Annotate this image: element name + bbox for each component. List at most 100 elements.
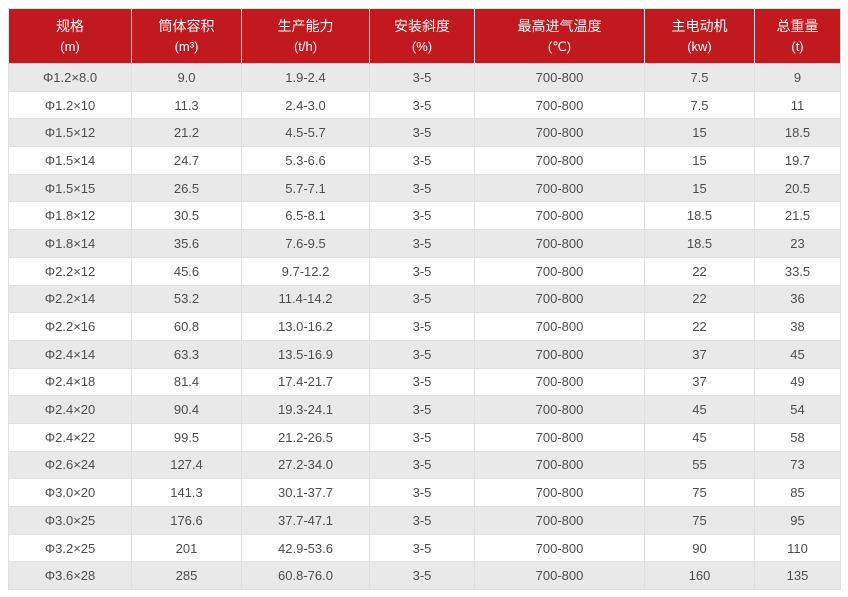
table-cell: Φ3.2×25 bbox=[8, 533, 132, 563]
column-unit: (m³) bbox=[174, 39, 199, 54]
table-cell: Φ2.4×22 bbox=[8, 422, 132, 452]
table-cell: 15 bbox=[644, 118, 755, 148]
table-cell: 54 bbox=[754, 395, 841, 424]
table-cell: 19.7 bbox=[754, 146, 841, 175]
table-cell: 95 bbox=[754, 506, 841, 535]
table-cell: 3-5 bbox=[369, 561, 475, 591]
column-title: 最高进气温度 bbox=[517, 18, 602, 34]
table-cell: 26.5 bbox=[131, 173, 242, 203]
table-cell: 6.5-8.1 bbox=[241, 201, 370, 231]
table-cell: 285 bbox=[131, 561, 242, 591]
table-cell: Φ2.4×14 bbox=[8, 339, 132, 369]
table-cell: 3-5 bbox=[369, 339, 475, 369]
column-title: 安装斜度 bbox=[394, 18, 450, 34]
table-cell: 81.4 bbox=[131, 367, 242, 397]
table-cell: 7.5 bbox=[644, 63, 755, 92]
table-cell: 3-5 bbox=[369, 63, 475, 92]
table-cell: 42.9-53.6 bbox=[241, 533, 370, 563]
table-cell: 58 bbox=[754, 422, 841, 452]
table-cell: Φ1.5×12 bbox=[8, 118, 132, 148]
table-cell: 700-800 bbox=[474, 367, 645, 397]
table-cell: 700-800 bbox=[474, 146, 645, 175]
table-cell: 85 bbox=[754, 478, 841, 507]
column-title: 生产能力 bbox=[277, 18, 334, 34]
table-cell: 23 bbox=[754, 229, 841, 258]
table-cell: 700-800 bbox=[474, 90, 645, 120]
table-cell: 24.7 bbox=[131, 146, 242, 175]
table-cell: 45 bbox=[644, 422, 755, 452]
column-unit: (t/h) bbox=[293, 39, 318, 54]
table-cell: 1.9-2.4 bbox=[241, 63, 370, 92]
table-row: Φ1.5×12 21.2 4.5-5.7 3-5 700-800 15 18.5 bbox=[8, 118, 841, 148]
table-cell: 75 bbox=[644, 506, 755, 535]
table-cell: 22 bbox=[644, 284, 755, 314]
table-cell: 700-800 bbox=[474, 561, 645, 591]
table-cell: 13.0-16.2 bbox=[241, 312, 370, 341]
table-cell: 37.7-47.1 bbox=[241, 506, 370, 535]
table-cell: 141.3 bbox=[131, 478, 242, 507]
table-cell: 2.4-3.0 bbox=[241, 90, 370, 120]
table-cell: 127.4 bbox=[131, 450, 242, 480]
table-cell: 160 bbox=[644, 561, 755, 591]
table-cell: 37 bbox=[644, 367, 755, 397]
column-header-5: 最高进气温度 (℃) bbox=[474, 8, 645, 64]
table-cell: Φ3.6×28 bbox=[8, 561, 132, 591]
table-cell: 37 bbox=[644, 339, 755, 369]
table-cell: 9 bbox=[754, 63, 841, 92]
table-cell: Φ3.0×25 bbox=[8, 506, 132, 535]
table-cell: 5.7-7.1 bbox=[241, 173, 370, 203]
table-cell: Φ3.0×20 bbox=[8, 478, 132, 507]
table-cell: 700-800 bbox=[474, 478, 645, 507]
table-cell: 13.5-16.9 bbox=[241, 339, 370, 369]
table-cell: 7.6-9.5 bbox=[241, 229, 370, 258]
table-cell: Φ1.2×8.0 bbox=[8, 63, 132, 92]
table-cell: 135 bbox=[754, 561, 841, 591]
table-cell: Φ2.2×16 bbox=[8, 312, 132, 341]
table-cell: 3-5 bbox=[369, 533, 475, 563]
table-cell: 35.6 bbox=[131, 229, 242, 258]
table-cell: 700-800 bbox=[474, 506, 645, 535]
column-header-1: 规格 (m) bbox=[8, 8, 132, 64]
table-cell: 3-5 bbox=[369, 256, 475, 286]
table-cell: 90.4 bbox=[131, 395, 242, 424]
table-cell: 21.2 bbox=[131, 118, 242, 148]
table-body: Φ1.2×8.0 9.0 1.9-2.4 3-5 700-800 7.5 9 Φ1.2×10 1… bbox=[8, 63, 841, 591]
table-cell: 20.5 bbox=[754, 173, 841, 203]
table-row: Φ1.8×12 30.5 6.5-8.1 3-5 700-800 18.5 21.5 bbox=[8, 201, 841, 231]
table-cell: 53.2 bbox=[131, 284, 242, 314]
table-cell: Φ1.8×14 bbox=[8, 229, 132, 258]
table-cell: 3-5 bbox=[369, 173, 475, 203]
table-cell: 700-800 bbox=[474, 173, 645, 203]
table-cell: 700-800 bbox=[474, 395, 645, 424]
table-row: Φ1.8×14 35.6 7.6-9.5 3-5 700-800 18.5 23 bbox=[8, 229, 841, 258]
column-header-4: 安装斜度 (%) bbox=[369, 8, 475, 64]
table-row: Φ1.5×15 26.5 5.7-7.1 3-5 700-800 15 20.5 bbox=[8, 173, 841, 203]
table-cell: 11.3 bbox=[131, 90, 242, 120]
table-cell: Φ2.6×24 bbox=[8, 450, 132, 480]
table-cell: 3-5 bbox=[369, 284, 475, 314]
table-cell: 11.4-14.2 bbox=[241, 284, 370, 314]
table-row: Φ2.4×22 99.5 21.2-26.5 3-5 700-800 45 58 bbox=[8, 422, 841, 452]
table-cell: 3-5 bbox=[369, 367, 475, 397]
table-cell: 3-5 bbox=[369, 395, 475, 424]
table-row: Φ2.2×16 60.8 13.0-16.2 3-5 700-800 22 38 bbox=[8, 312, 841, 341]
table-cell: 21.2-26.5 bbox=[241, 422, 370, 452]
table-cell: Φ2.2×14 bbox=[8, 284, 132, 314]
table-cell: 99.5 bbox=[131, 422, 242, 452]
table-cell: 45.6 bbox=[131, 256, 242, 286]
table-cell: 60.8-76.0 bbox=[241, 561, 370, 591]
table-row: Φ1.5×14 24.7 5.3-6.6 3-5 700-800 15 19.7 bbox=[8, 146, 841, 175]
table-cell: 73 bbox=[754, 450, 841, 480]
table-row: Φ2.4×20 90.4 19.3-24.1 3-5 700-800 45 54 bbox=[8, 395, 841, 424]
table-cell: Φ1.5×15 bbox=[8, 173, 132, 203]
table-cell: 11 bbox=[754, 90, 841, 120]
table-cell: 700-800 bbox=[474, 450, 645, 480]
table-cell: Φ1.8×12 bbox=[8, 201, 132, 231]
table-row: Φ3.0×20 141.3 30.1-37.7 3-5 700-800 75 85 bbox=[8, 478, 841, 507]
column-title: 主电动机 bbox=[671, 18, 728, 34]
table-cell: Φ2.4×20 bbox=[8, 395, 132, 424]
table-cell: 3-5 bbox=[369, 312, 475, 341]
table-cell: 27.2-34.0 bbox=[241, 450, 370, 480]
table-row: Φ3.2×25 201 42.9-53.6 3-5 700-800 90 110 bbox=[8, 533, 841, 563]
table-cell: 700-800 bbox=[474, 312, 645, 341]
